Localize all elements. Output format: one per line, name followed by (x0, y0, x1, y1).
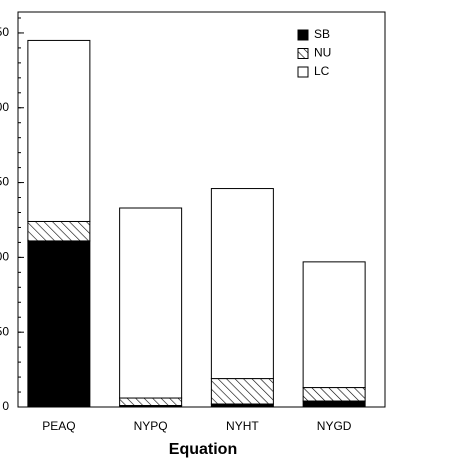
legend-label: LC (314, 64, 330, 78)
y-tick-label: 0 (2, 399, 9, 413)
legend-label: SB (314, 27, 330, 41)
x-axis-label: Equation (169, 441, 237, 458)
bar-segment (27, 39, 91, 222)
y-tick-label: 100 (0, 250, 9, 264)
y-tick-label: 150 (0, 175, 9, 189)
bar-segment (27, 240, 91, 408)
x-tick-label: NYGD (317, 419, 352, 433)
bar-segment (210, 378, 274, 405)
plot-frame (17, 11, 386, 408)
bar-segment (119, 207, 183, 399)
legend-swatch (297, 29, 309, 41)
legend-swatch (297, 66, 309, 78)
bar-segment (302, 261, 366, 389)
bar-segment (302, 387, 366, 402)
bar-segment (210, 188, 274, 380)
x-tick-label: NYPQ (134, 419, 168, 433)
bar-segment (302, 400, 366, 408)
y-tick-label: 250 (0, 25, 9, 39)
y-tick-label: 200 (0, 100, 9, 114)
legend-label: NU (314, 46, 331, 60)
y-tick-label: 50 (0, 324, 9, 338)
x-tick-label: NYHT (226, 419, 259, 433)
x-tick-label: PEAQ (42, 419, 75, 433)
bar-segment (27, 220, 91, 242)
bar-segment (119, 397, 183, 407)
legend-swatch (297, 48, 309, 59)
